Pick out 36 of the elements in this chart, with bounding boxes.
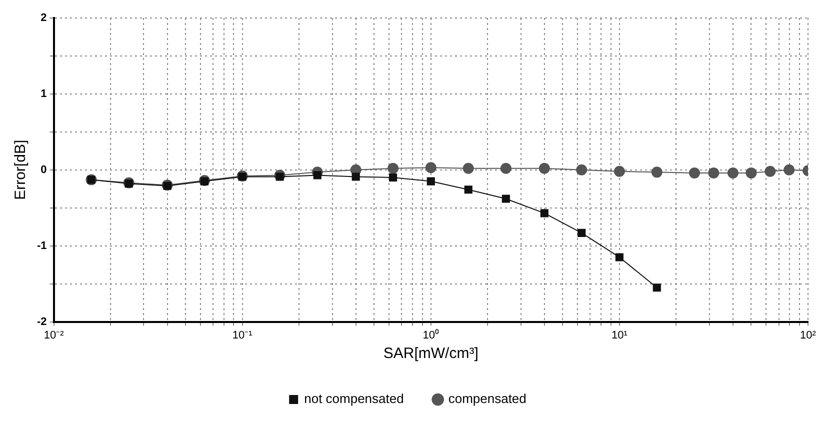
point (688, 167, 700, 178)
legend-label: compensated (448, 391, 526, 406)
y-axis-title: Error[dB] (12, 140, 30, 200)
point (313, 171, 322, 180)
point (352, 172, 360, 181)
point (389, 173, 398, 182)
point (124, 180, 133, 188)
y-tick-label: -2 (37, 316, 47, 328)
point (652, 284, 661, 292)
point (388, 162, 399, 174)
x-axis-title: SAR[mW/cm³] (383, 345, 478, 362)
y-tick-label: 2 (40, 12, 47, 24)
x-tick-label: 10⁰ (422, 328, 440, 342)
point (615, 253, 624, 262)
point (502, 194, 510, 203)
point (462, 162, 474, 174)
point (538, 162, 550, 174)
x-tick-label: 10⁻² (44, 329, 64, 342)
x-tick-label: 10² (800, 329, 816, 342)
point (464, 186, 472, 194)
legend-label: not compensated (304, 391, 404, 406)
x-tick-label: 10⁻¹ (232, 329, 253, 342)
point (276, 172, 284, 181)
point (426, 177, 435, 186)
y-tick-label: -1 (37, 240, 47, 252)
y-tick-label: 0 (40, 164, 47, 176)
point (614, 166, 625, 177)
point (425, 162, 436, 174)
point (651, 166, 662, 178)
point (540, 209, 548, 218)
point (578, 228, 586, 237)
x-tick-label: 10¹ (611, 329, 628, 342)
point (576, 164, 588, 176)
y-tick-label: 1 (40, 88, 47, 100)
point (238, 172, 246, 181)
point (500, 162, 512, 174)
